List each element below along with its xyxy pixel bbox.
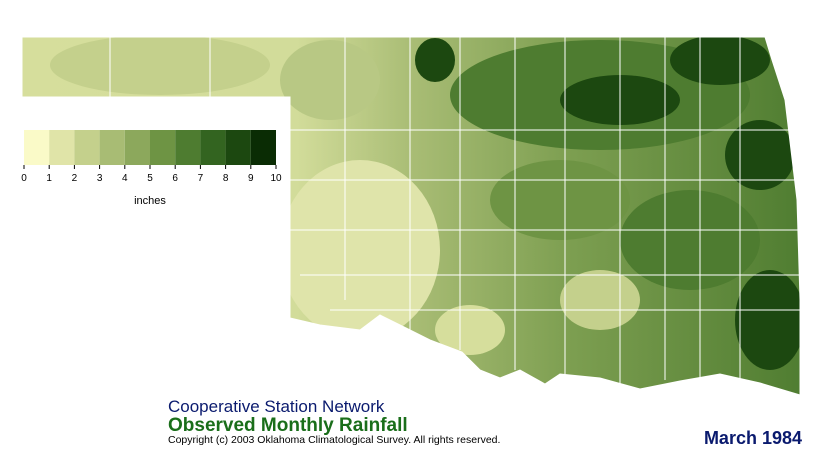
network-title: Cooperative Station Network bbox=[168, 397, 385, 416]
legend-swatch bbox=[24, 130, 50, 165]
state-outline bbox=[21, 36, 801, 396]
product-title: Observed Monthly Rainfall bbox=[168, 415, 408, 436]
legend: 0 1 2 3 4 5 6 7 8 9 10 bbox=[21, 130, 282, 184]
legend-tick-label: 9 bbox=[248, 173, 254, 184]
legend-swatch bbox=[175, 130, 201, 165]
state-fill bbox=[22, 37, 800, 395]
legend-tick-label: 2 bbox=[72, 173, 78, 184]
legend-tick-label: 10 bbox=[270, 173, 282, 184]
legend-swatch bbox=[49, 130, 75, 165]
legend-tick-label: 5 bbox=[147, 173, 153, 184]
legend-swatch bbox=[200, 130, 226, 165]
copyright: Copyright (c) 2003 Oklahoma Climatologic… bbox=[168, 434, 500, 446]
legend-swatch bbox=[74, 130, 100, 165]
legend-swatch bbox=[150, 130, 176, 165]
legend-tick-label: 0 bbox=[21, 173, 27, 184]
county-lines bbox=[109, 37, 800, 385]
legend-tick-label: 7 bbox=[198, 173, 204, 184]
legend-swatch bbox=[250, 130, 276, 165]
legend-unit: inches bbox=[134, 195, 166, 207]
legend-tick-label: 4 bbox=[122, 173, 128, 184]
legend-tick-label: 3 bbox=[97, 173, 103, 184]
legend-swatch bbox=[124, 130, 150, 165]
legend-swatch bbox=[225, 130, 251, 165]
legend-tick-label: 6 bbox=[172, 173, 178, 184]
period: March 1984 bbox=[704, 428, 802, 448]
legend-tick-label: 1 bbox=[46, 173, 52, 184]
legend-tick-label: 8 bbox=[223, 173, 229, 184]
legend-swatch bbox=[99, 130, 125, 165]
